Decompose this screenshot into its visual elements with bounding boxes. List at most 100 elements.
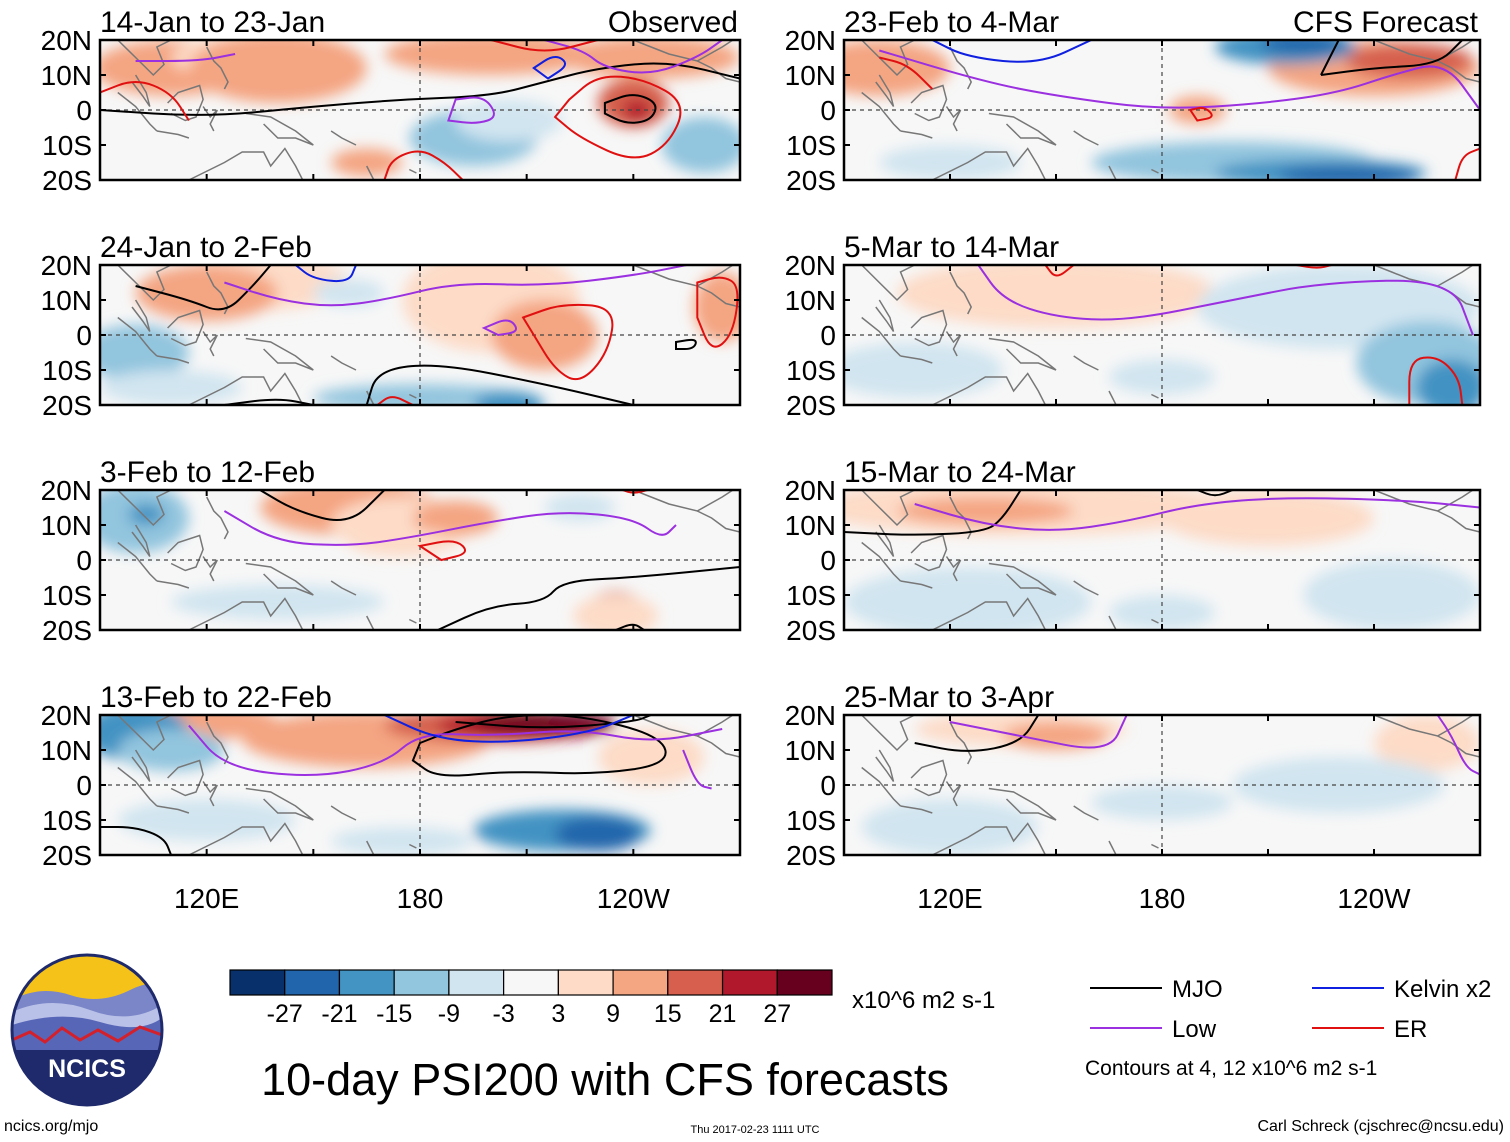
- coastline: [245, 787, 314, 821]
- chart-title: 10-day PSI200 with CFS forecasts: [261, 1054, 949, 1105]
- shading-blob: [572, 595, 659, 630]
- footer-center: Thu 2017-02-23 1111 UTC: [690, 1124, 819, 1136]
- coastline: [366, 615, 375, 630]
- panel-title: 5-Mar to 14-Mar: [844, 231, 1059, 264]
- contour-r: [521, 303, 614, 381]
- panel-title: 3-Feb to 12-Feb: [100, 456, 315, 489]
- shading-blob: [844, 342, 1003, 398]
- contour-p: [188, 724, 723, 777]
- y-tick-label: 10S: [42, 805, 92, 836]
- coastline: [167, 84, 204, 122]
- legend-label: Kelvin x2: [1394, 976, 1491, 1003]
- coastline: [949, 46, 973, 90]
- coastline: [167, 759, 204, 797]
- coastline: [931, 822, 1047, 855]
- y-tick-label: 10S: [42, 355, 92, 386]
- coastline: [1437, 735, 1480, 758]
- coastline: [1151, 843, 1159, 849]
- coastline: [945, 331, 962, 357]
- coastline: [1373, 715, 1474, 737]
- coastline: [1073, 355, 1099, 371]
- shading-blob: [897, 265, 1215, 328]
- x-tick-label: 120W: [597, 883, 671, 914]
- coastline: [188, 822, 304, 855]
- shading-blob: [313, 279, 385, 307]
- coastline: [1108, 165, 1117, 180]
- coastline: [861, 91, 902, 132]
- coastline: [1073, 130, 1099, 146]
- shading-blob: [897, 497, 1074, 525]
- contour-k: [1320, 40, 1340, 76]
- x-tick-label: 120E: [174, 883, 239, 914]
- y-tick-label: 10N: [41, 735, 92, 766]
- coastline: [167, 534, 204, 572]
- colorbar-label: -21: [321, 1000, 357, 1028]
- colorbar-label: -9: [438, 1000, 460, 1028]
- coastline: [1437, 510, 1480, 533]
- colorbar-label: 3: [551, 1000, 565, 1028]
- shading-blob: [562, 40, 740, 79]
- coastline: [366, 390, 375, 405]
- ncics-logo: NCICS: [10, 953, 164, 1107]
- shading-blob: [1374, 715, 1480, 771]
- y-tick-label: 20S: [42, 165, 92, 196]
- contour-p: [914, 497, 1480, 531]
- x-axis-labels: 120E 180 120W 120E 180 120W: [174, 883, 1411, 914]
- y-tick-label: 10S: [42, 580, 92, 611]
- coastline: [202, 556, 218, 582]
- coastline: [910, 759, 948, 797]
- contour-p: [135, 53, 236, 62]
- coastline: [117, 40, 172, 77]
- y-tick-label: 10S: [786, 355, 836, 386]
- coastline: [1108, 390, 1117, 405]
- contour-r: [696, 276, 739, 348]
- coastline: [945, 781, 962, 807]
- contour-p: [977, 265, 1474, 336]
- y-tick-label: 20S: [786, 615, 836, 646]
- y-tick-label: 0: [820, 545, 836, 576]
- panel-title: 24-Jan to 2-Feb: [100, 231, 312, 264]
- shading-blob: [100, 370, 243, 405]
- coastline: [861, 715, 916, 752]
- coastline: [910, 534, 948, 572]
- colorbar-swatch: [776, 969, 833, 996]
- legend-label: ER: [1394, 1016, 1427, 1043]
- y-tick-label: 10N: [785, 510, 836, 541]
- column-header: Observed: [608, 6, 738, 39]
- contour-k: [914, 715, 1040, 752]
- coastline: [1073, 805, 1099, 821]
- contour-p: [223, 510, 677, 546]
- shading-blob: [331, 148, 403, 177]
- shading-blob: [117, 729, 225, 771]
- legend-entry: MJO: [1090, 976, 1223, 1003]
- coastline: [931, 372, 1047, 405]
- contour-r: [1188, 106, 1213, 122]
- y-tick-label: 20N: [41, 250, 92, 281]
- coastline: [1108, 615, 1117, 630]
- contour-b: [383, 715, 634, 743]
- y-tick-label: 0: [76, 320, 92, 351]
- coastline: [366, 165, 375, 180]
- coastline: [206, 46, 229, 90]
- y-tick-label: 10S: [786, 130, 836, 161]
- coastline: [117, 715, 172, 752]
- colorbar-units: x10^6 m2 s-1: [852, 987, 995, 1014]
- legend-entry: ER: [1312, 1016, 1427, 1043]
- contour-k: [675, 338, 697, 350]
- coastline: [945, 556, 962, 582]
- coastline: [861, 766, 902, 807]
- contour-k: [100, 826, 173, 855]
- colorbar-swatch: [448, 969, 505, 996]
- contour-p: [682, 749, 712, 790]
- y-tick-label: 0: [820, 95, 836, 126]
- x-tick-label: 120W: [1337, 883, 1411, 914]
- coastline: [900, 355, 933, 364]
- coastline: [408, 618, 417, 624]
- contour-p: [949, 715, 1128, 749]
- coastline: [875, 74, 895, 107]
- contour-k: [100, 62, 740, 116]
- contour-r: [1408, 356, 1464, 405]
- coastline: [931, 597, 1047, 630]
- coastline: [633, 490, 734, 512]
- coastline: [408, 393, 417, 399]
